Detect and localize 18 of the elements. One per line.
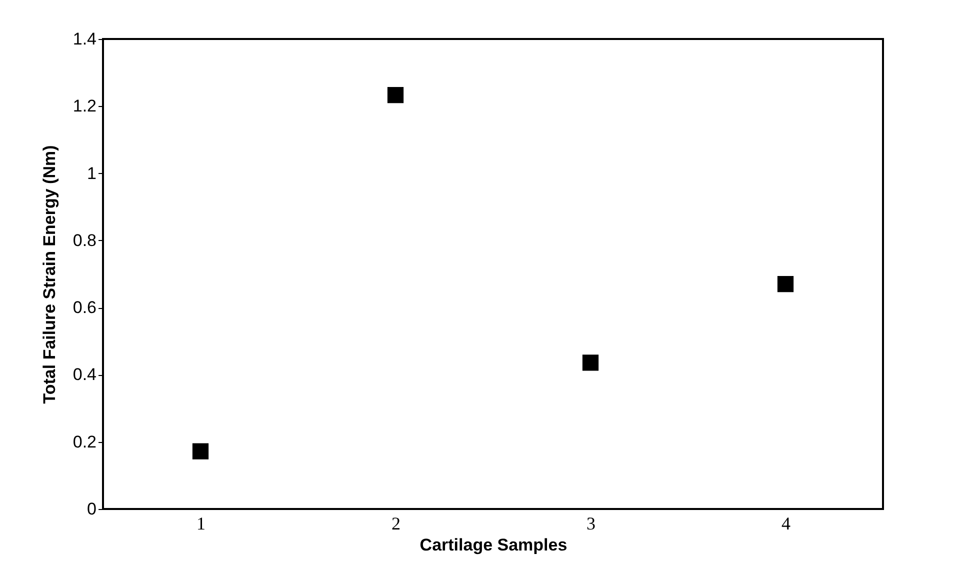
x-axis-title: Cartilage Samples bbox=[420, 536, 568, 554]
y-tick-label: 0.6 bbox=[72, 298, 96, 318]
y-tick-label: 0.2 bbox=[72, 432, 96, 452]
point bbox=[387, 87, 404, 104]
x-tick-label: 1 bbox=[196, 514, 206, 534]
y-tick-label: 1 bbox=[87, 164, 96, 183]
x-tick-label: 4 bbox=[782, 514, 790, 534]
point bbox=[192, 443, 209, 460]
y-tick-label: 0.8 bbox=[72, 230, 96, 250]
x-tick-label: 2 bbox=[392, 514, 400, 534]
y-tick-label: 1.2 bbox=[72, 96, 96, 116]
y-tick-label: 1.4 bbox=[72, 30, 96, 48]
y-axis-title: Total Failure Strain Energy (Nm) bbox=[40, 145, 59, 404]
y-tick-label: 0 bbox=[87, 500, 96, 518]
x-tick-label: 3 bbox=[586, 514, 596, 534]
point bbox=[582, 354, 599, 371]
y-tick-label: 0.4 bbox=[72, 365, 96, 384]
point bbox=[777, 276, 794, 292]
